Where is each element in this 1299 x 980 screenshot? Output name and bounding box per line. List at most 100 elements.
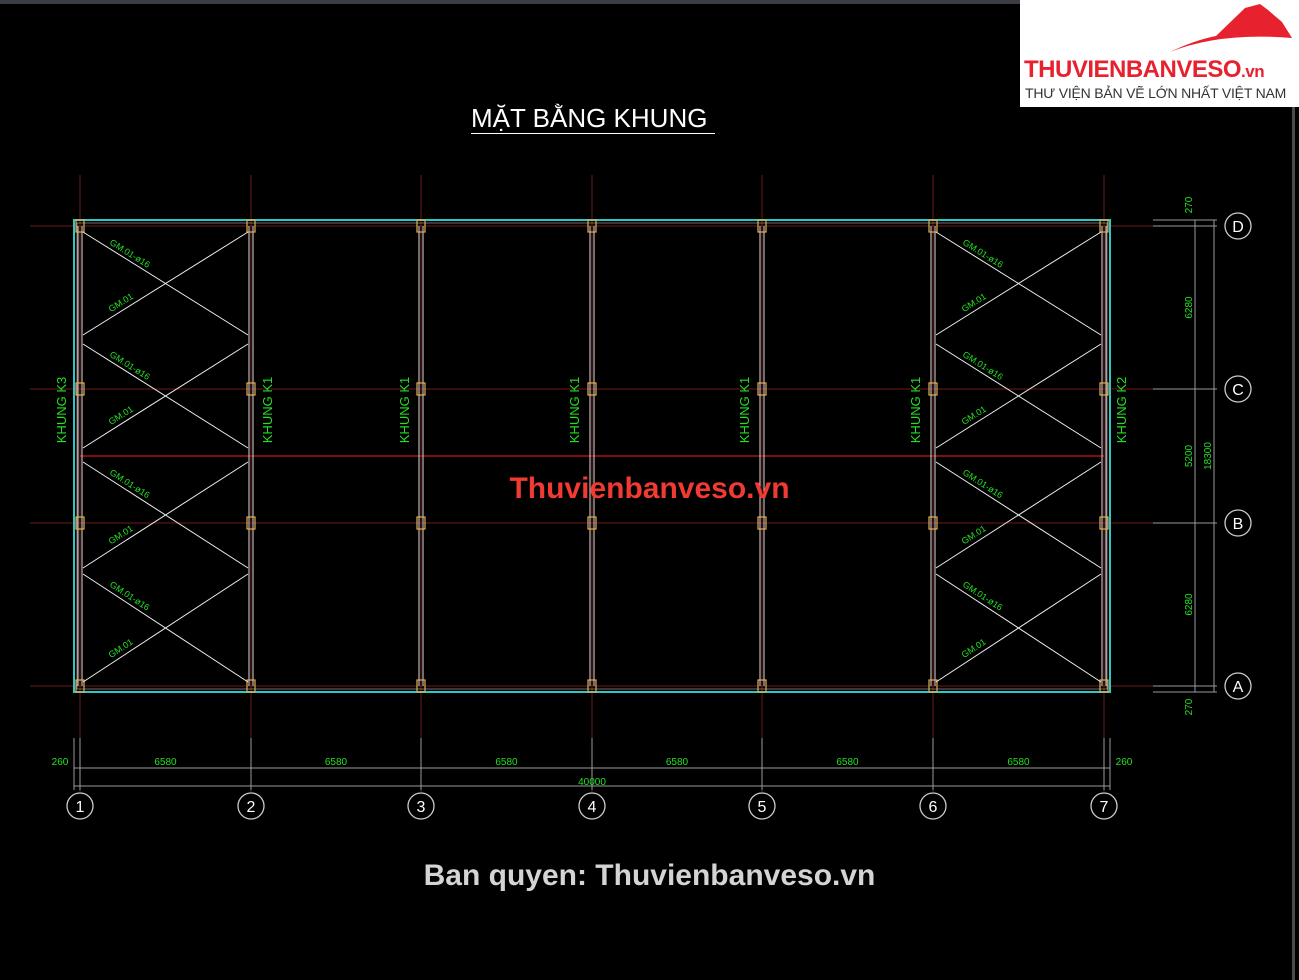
frame-label: KHUNG K1 [260,377,275,443]
column [1099,382,1109,396]
column [416,382,426,396]
grid-bubble [1090,792,1118,820]
column [75,219,85,233]
column [75,382,85,396]
logo: THUVIENBANVESO.vn THƯ VIỆN BẢN VẼ LỚN NH… [1020,0,1299,107]
dimension-x: 6580 [666,757,689,768]
grid-label-y: D [1232,219,1244,236]
dimension-y: 6280 [1184,296,1195,319]
grid-bubble [1224,672,1252,700]
column [928,516,938,530]
column [1099,516,1109,530]
bracing-label: GM.01-ø16 [108,579,152,612]
bracing-rod [82,461,249,569]
dimension-x: 6580 [154,757,177,768]
dimension-x: 260 [1116,757,1133,768]
logo-brand: THUVIENBANVESO.vn [1024,56,1265,83]
column [1099,679,1109,693]
dimension-x: 6580 [495,757,518,768]
column [928,679,938,693]
grid-label-x: 2 [247,799,256,816]
strut-label: GM.01 [107,523,135,546]
bracing-rod [935,461,1102,569]
column [75,516,85,530]
bracing-rod [82,343,249,449]
column [1099,219,1109,233]
grid-label-x: 6 [929,799,938,816]
grid-label-x: 5 [758,799,767,816]
drawing-title: MẶT BẰNG KHUNG [471,103,716,134]
column [75,679,85,693]
column [757,219,767,233]
frame-label: KHUNG K1 [567,377,582,443]
frame-label: KHUNG K1 [397,377,412,443]
bracing-rod [82,231,249,336]
grid-bubble [66,792,94,820]
strut-label: GM.01 [960,637,988,660]
grid-label-y: A [1233,679,1244,696]
column [757,516,767,530]
strut-label: GM.01 [107,404,135,427]
grid-label-x: 1 [76,799,85,816]
strut-label: GM.01 [107,291,135,314]
column [246,382,256,396]
grid-bubble [578,792,606,820]
grid-bubble [1224,375,1252,403]
bracing-rod [935,231,1102,336]
dimension-y: 6280 [1184,593,1195,616]
column [246,516,256,530]
grid-bubble [748,792,776,820]
bracing-rod [935,343,1102,449]
grid-label-x: 3 [417,799,426,816]
grid-label-y: B [1233,516,1244,533]
column [587,679,597,693]
grid-bubble [1224,509,1252,537]
grid-label-y: C [1232,382,1244,399]
column [416,679,426,693]
bracing-label: GM.01-ø16 [108,237,152,270]
dimension-y: 5200 [1184,444,1195,467]
frame-label: KHUNG K3 [54,377,69,443]
grid-label-x: 4 [588,799,597,816]
column [246,679,256,693]
strut-label: GM.01 [960,404,988,427]
bracing-rod [82,573,249,683]
grid-bubble [919,792,947,820]
column [587,516,597,530]
frame-label: KHUNG K2 [1114,377,1129,443]
dimension-x: 6580 [836,757,859,768]
strut-label: GM.01 [960,291,988,314]
column [416,219,426,233]
frame-label: KHUNG K1 [908,377,923,443]
logo-tagline: THƯ VIỆN BẢN VẼ LỚN NHẤT VIỆT NAM [1025,85,1287,101]
bracing-label: GM.01-ø16 [961,349,1005,382]
bracing-rod [935,573,1102,683]
grid-label-x: 7 [1100,799,1109,816]
dimension-x: 260 [52,757,69,768]
dimension-y: 270 [1184,698,1195,715]
roof-logo-icon [1170,4,1292,52]
watermark-center: Thuvienbanveso.vn [509,472,790,505]
bracing-label: GM.01-ø16 [961,579,1005,612]
window-top-bar [0,0,1020,4]
grid-bubble [407,792,435,820]
bracing-label: GM.01-ø16 [961,237,1005,270]
dimension-y: 270 [1184,196,1195,213]
dimension-y-total: 18300 [1203,442,1214,470]
frame-label: KHUNG K1 [737,377,752,443]
strut-label: GM.01 [960,523,988,546]
column [246,219,256,233]
column [757,679,767,693]
dimension-x: 6580 [1007,757,1030,768]
column [928,382,938,396]
watermark-bottom: Ban quyen: Thuvienbanveso.vn [423,859,876,892]
grid-bubble [237,792,265,820]
scrollbar[interactable] [1292,107,1295,980]
eave-beam [76,222,1108,690]
column [587,382,597,396]
column [587,219,597,233]
column [928,219,938,233]
column [757,382,767,396]
bracing-label: GM.01-ø16 [108,349,152,382]
